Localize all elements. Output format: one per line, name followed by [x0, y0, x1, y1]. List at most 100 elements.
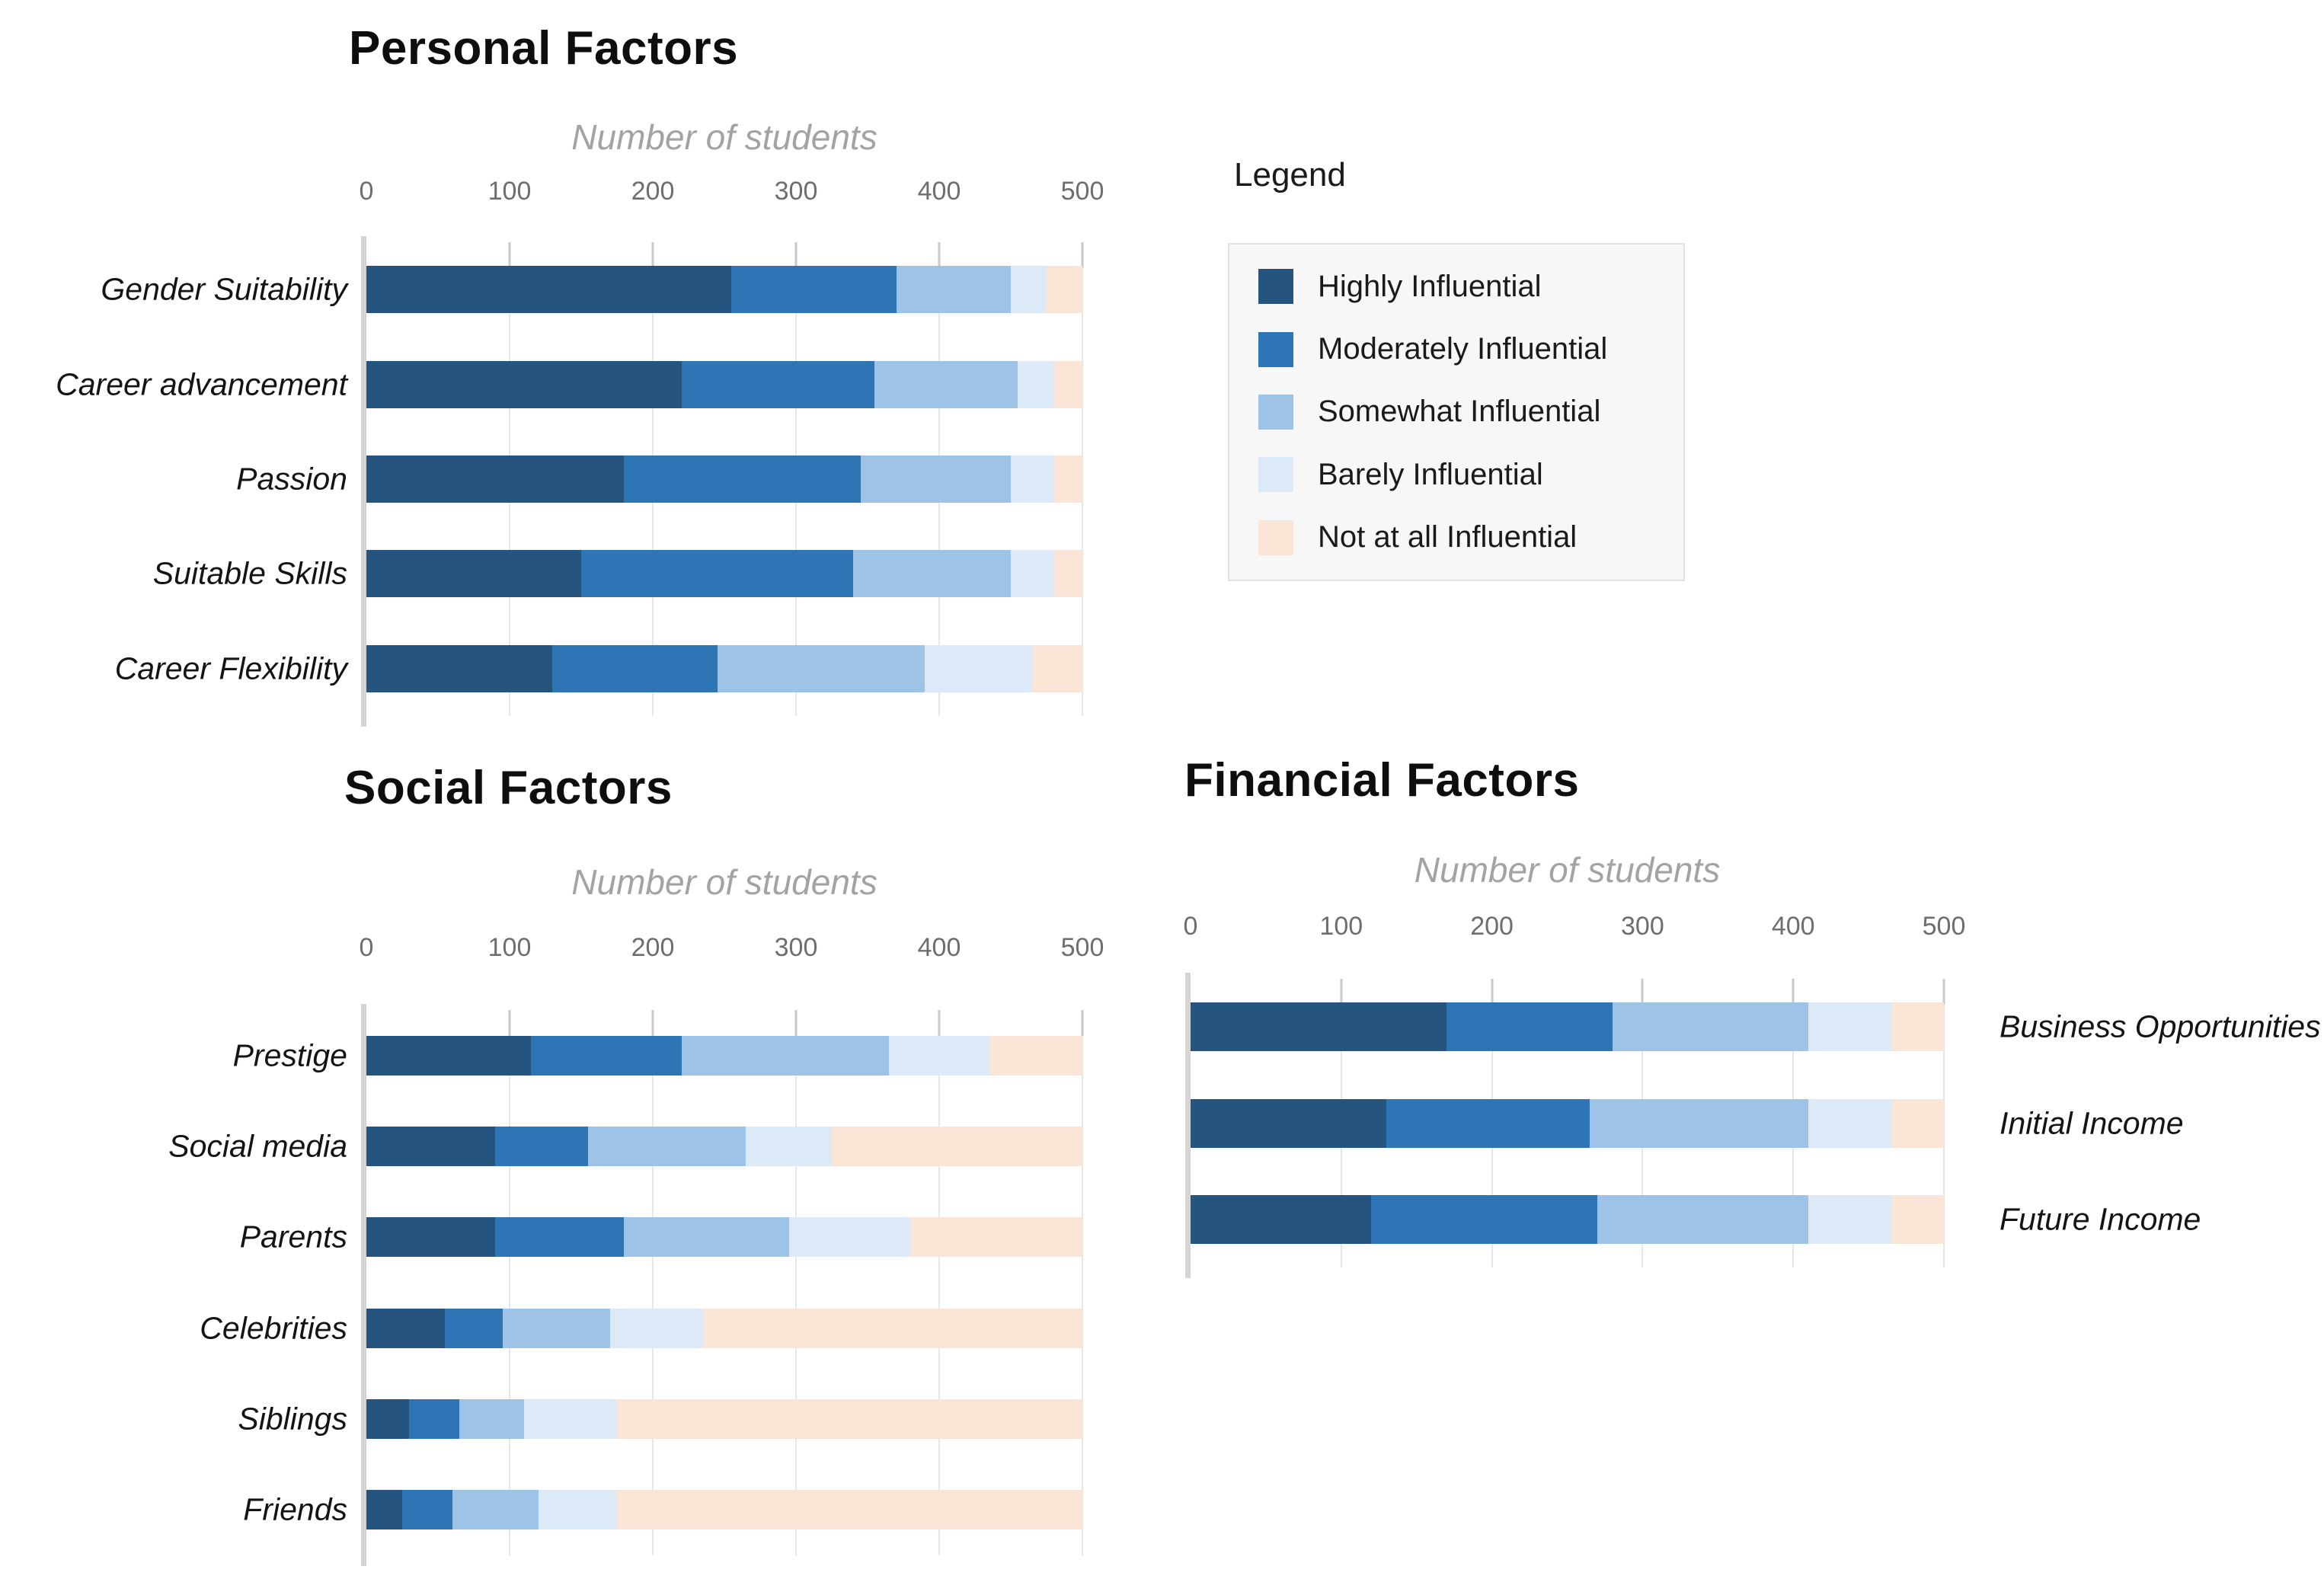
x-axis-tick-label: 400 — [917, 177, 961, 206]
x-axis-tick-label: 100 — [487, 933, 532, 962]
bar-segment-highly-influential — [366, 550, 581, 598]
bar-segment-not-at-all-influential — [989, 1035, 1082, 1076]
gridline — [1082, 242, 1083, 716]
x-axis-tick-label: 200 — [631, 933, 675, 962]
tick-mark — [938, 1010, 941, 1036]
stacked-bar-initial-income — [1191, 1098, 1944, 1148]
legend-item-label: Highly Influential — [1318, 269, 1542, 303]
bar-segment-somewhat-influential — [860, 455, 1011, 503]
x-axis-ticks: 0 100 200 300 400 500 — [360, 177, 1104, 210]
category-label-social-media: Social media — [168, 1128, 347, 1164]
category-labels: Prestige Social media Parents Celebrities Si… — [61, 1010, 347, 1555]
tick-mark — [1641, 979, 1644, 1005]
stacked-bar-prestige — [366, 1035, 1082, 1076]
plot-area — [361, 236, 1084, 727]
stacked-bar-future-income — [1191, 1194, 1944, 1244]
bar-segment-highly-influential — [1191, 1002, 1447, 1052]
legend-item-label: Somewhat Influential — [1318, 395, 1601, 429]
bar-segment-moderately-influential — [495, 1217, 625, 1258]
x-axis-tick-label: 500 — [1060, 933, 1104, 962]
y-axis-line — [361, 1004, 366, 1566]
x-axis-tick-label: 400 — [1771, 912, 1815, 941]
bar-segment-somewhat-influential — [874, 360, 1018, 408]
bar-segment-somewhat-influential — [853, 550, 1011, 598]
bar-segment-not-at-all-influential — [1053, 455, 1082, 503]
x-axis-tick-label: 100 — [487, 177, 532, 206]
bar-segment-somewhat-influential — [1590, 1098, 1808, 1148]
bar-segment-somewhat-influential — [624, 1217, 789, 1258]
legend-item-label: Barely Influential — [1318, 457, 1543, 491]
x-axis-tick-label: 500 — [1060, 177, 1104, 206]
bar-segment-not-at-all-influential — [1891, 1002, 1944, 1052]
bar-segment-moderately-influential — [681, 360, 875, 408]
bar-segment-highly-influential — [366, 1308, 446, 1348]
category-label-passion: Passion — [236, 461, 347, 497]
bar-segment-somewhat-influential — [452, 1490, 539, 1530]
category-label-siblings: Siblings — [238, 1401, 347, 1437]
legend-item-highly-influential: Highly Influential — [1258, 269, 1668, 305]
legend-swatch-icon — [1258, 394, 1293, 430]
bar-segment-highly-influential — [366, 455, 625, 503]
category-label-gender-suitability: Gender Suitability — [101, 271, 347, 307]
x-axis-tick-label: 0 — [1183, 912, 1198, 941]
bar-segment-barely-influential — [889, 1035, 989, 1076]
bar-segment-moderately-influential — [495, 1127, 589, 1166]
x-axis-tick-label: 0 — [359, 177, 374, 206]
category-label-prestige: Prestige — [232, 1037, 347, 1073]
bar-segment-highly-influential — [1191, 1194, 1372, 1244]
legend-item-label: Not at all Influential — [1318, 520, 1578, 555]
category-label-suitable-skills: Suitable Skills — [152, 555, 347, 591]
stacked-bar-parents — [366, 1217, 1082, 1258]
y-axis-line — [361, 236, 366, 727]
x-axis-tick-label: 200 — [631, 177, 675, 206]
bar-segment-not-at-all-influential — [616, 1399, 1082, 1439]
bar-segment-barely-influential — [746, 1127, 832, 1166]
stacked-bar-social-media — [366, 1127, 1082, 1166]
category-label-initial-income: Initial Income — [2000, 1105, 2184, 1140]
bar-segment-highly-influential — [366, 1399, 410, 1439]
bar-segment-moderately-influential — [1447, 1002, 1613, 1052]
chart-title-social-factors: Social Factors — [344, 762, 673, 814]
bar-segment-barely-influential — [523, 1399, 617, 1439]
bar-segment-barely-influential — [1010, 550, 1054, 598]
bar-segment-somewhat-influential — [588, 1127, 746, 1166]
bar-segment-not-at-all-influential — [1032, 644, 1082, 692]
legend-swatch-icon — [1258, 519, 1293, 555]
bar-segment-somewhat-influential — [502, 1308, 610, 1348]
category-label-celebrities: Celebrities — [200, 1310, 347, 1346]
bar-segment-highly-influential — [366, 1035, 532, 1076]
bar-segment-not-at-all-influential — [1891, 1098, 1944, 1148]
bar-segment-moderately-influential — [1386, 1098, 1590, 1148]
tick-mark — [794, 1010, 798, 1036]
bar-segment-not-at-all-influential — [1046, 266, 1082, 314]
bar-segment-barely-influential — [1010, 266, 1047, 314]
x-axis-tick-label: 300 — [1621, 912, 1664, 941]
stacked-bar-celebrities — [366, 1308, 1082, 1348]
x-axis-tick-label: 500 — [1922, 912, 1966, 941]
gridline — [1082, 1010, 1083, 1555]
bar-segment-moderately-influential — [409, 1399, 460, 1439]
gridline — [1943, 979, 1945, 1267]
category-labels: Gender Suitability Career advancement Pass… — [56, 242, 347, 716]
bar-segment-highly-influential — [366, 1490, 402, 1530]
gridline — [938, 1010, 940, 1555]
category-label-friends: Friends — [243, 1491, 347, 1527]
bar-segment-somewhat-influential — [681, 1035, 890, 1076]
legend-item-not-at-all-influential: Not at all Influential — [1258, 519, 1668, 555]
legend-swatch-icon — [1258, 457, 1293, 493]
bar-segment-moderately-influential — [402, 1490, 452, 1530]
tick-mark — [1081, 1010, 1084, 1036]
bar-segment-moderately-influential — [531, 1035, 682, 1076]
financial-factors-chart: Financial Factors Number of students 0 10… — [1158, 750, 2324, 1291]
x-axis-title: Number of students — [571, 117, 877, 157]
stacked-bar-passion — [366, 455, 1082, 503]
tick-mark — [508, 1010, 511, 1036]
bar-segment-not-at-all-influential — [1053, 360, 1082, 408]
social-factors-chart: Social Factors Number of students 0 100 20… — [61, 750, 1158, 1577]
stacked-bar-suitable-skills — [366, 550, 1082, 598]
x-axis-ticks: 0 100 200 300 400 500 — [1184, 912, 1966, 945]
category-labels: Business Opportunities Initial Income Futu… — [2000, 979, 2321, 1267]
x-axis-tick-label: 300 — [774, 177, 818, 206]
category-label-business-opportunities: Business Opportunities — [2000, 1008, 2321, 1044]
